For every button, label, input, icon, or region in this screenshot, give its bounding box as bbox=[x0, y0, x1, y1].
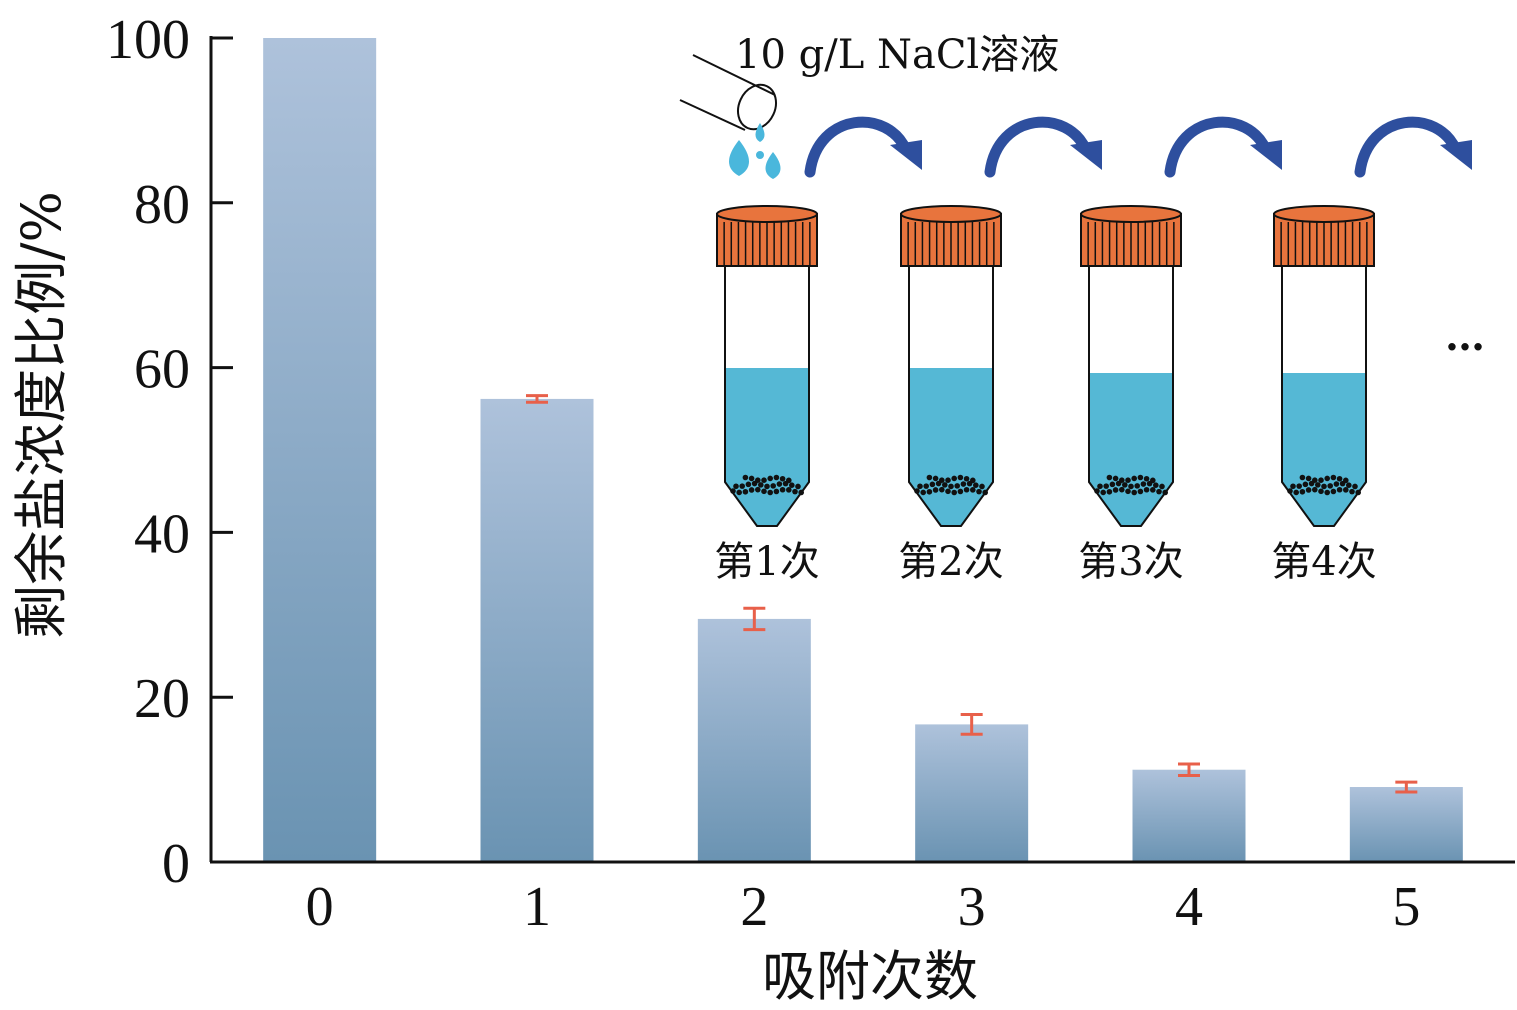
solution-label: 10 g/L NaCl溶液 bbox=[735, 32, 1059, 78]
tube-cap bbox=[1080, 205, 1182, 267]
adsorbent-particles bbox=[1094, 474, 1168, 496]
x-tick-label: 5 bbox=[1392, 876, 1420, 938]
error-bar-4 bbox=[1178, 762, 1200, 777]
x-tick-label: 1 bbox=[523, 876, 551, 938]
x-axis-title: 吸附次数 bbox=[762, 945, 978, 1008]
centrifuge-tube: 第4次 bbox=[1271, 205, 1377, 585]
x-tick-label: 2 bbox=[740, 876, 768, 938]
bar-4 bbox=[1132, 769, 1246, 862]
y-tick-label: 0 bbox=[162, 833, 190, 895]
tube-cap bbox=[1273, 205, 1375, 267]
centrifuge-tube: 第3次 bbox=[1078, 205, 1184, 585]
error-bar-1 bbox=[526, 394, 548, 404]
error-bars-group bbox=[526, 394, 1418, 794]
curved-arrow-icon bbox=[984, 116, 1102, 178]
tube-label: 第4次 bbox=[1271, 539, 1376, 585]
error-bar-5 bbox=[1395, 780, 1418, 794]
centrifuge-tube: 第2次 bbox=[898, 205, 1004, 585]
tube-cap bbox=[900, 205, 1002, 267]
ellipsis: … bbox=[1445, 313, 1485, 360]
error-bar-2 bbox=[743, 606, 766, 632]
adsorbent-particles bbox=[914, 474, 988, 496]
y-tick-label: 80 bbox=[134, 174, 190, 236]
tube-cap bbox=[716, 205, 818, 267]
x-tick-label: 4 bbox=[1175, 876, 1203, 938]
y-tick-label: 40 bbox=[134, 503, 190, 565]
centrifuge-tube: 第1次 bbox=[714, 205, 820, 585]
bar-1 bbox=[480, 398, 594, 862]
tube-label: 第3次 bbox=[1078, 539, 1183, 585]
ticks-group: 0 1 2 3 4 5 0 20 40 60 80 100 bbox=[106, 9, 1420, 938]
bars-group bbox=[263, 38, 1463, 862]
axes-group bbox=[209, 36, 1515, 864]
tube-label: 第1次 bbox=[714, 539, 819, 585]
y-tick-label: 100 bbox=[106, 9, 190, 71]
curved-arrow-icon bbox=[804, 116, 922, 178]
tube-label: 第2次 bbox=[898, 539, 1003, 585]
curved-arrow-icon bbox=[1354, 116, 1472, 178]
water-drops-icon bbox=[729, 123, 781, 179]
adsorbent-particles bbox=[1287, 474, 1361, 496]
y-axis-title: 剩余盐浓度比例/% bbox=[10, 191, 73, 639]
bar-5 bbox=[1349, 787, 1463, 862]
inset-illustration: 10 g/L NaCl溶液 第1次 第2次 第3次 第4次 … bbox=[679, 32, 1485, 585]
curved-arrow-icon bbox=[1164, 116, 1282, 178]
error-bar-3 bbox=[960, 713, 983, 736]
adsorbent-particles bbox=[730, 474, 804, 496]
bar-0 bbox=[263, 38, 377, 862]
tubes-group: 第1次 第2次 第3次 第4次 bbox=[714, 205, 1377, 585]
bar-2 bbox=[697, 618, 811, 862]
bar-3 bbox=[915, 724, 1029, 862]
y-tick-label: 60 bbox=[134, 339, 190, 401]
y-tick-label: 20 bbox=[134, 668, 190, 730]
x-tick-label: 3 bbox=[958, 876, 986, 938]
x-tick-label: 0 bbox=[306, 876, 334, 938]
arrows-group bbox=[804, 116, 1472, 178]
pipette-icon bbox=[679, 54, 777, 131]
